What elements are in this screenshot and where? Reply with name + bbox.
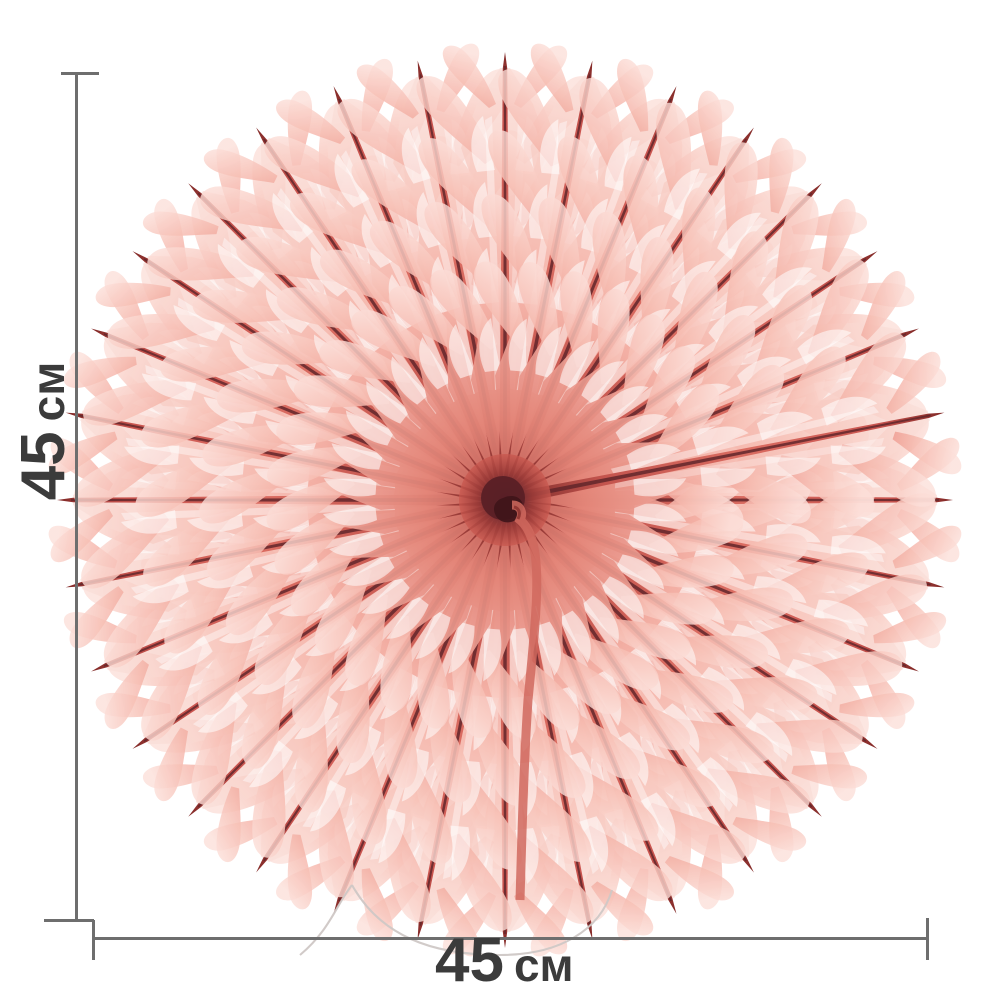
horizontal-dimension-cap-left [92,920,95,960]
vertical-dimension-value: 45 [9,431,78,501]
vertical-dimension-cap-top [61,72,99,75]
vertical-dimension-unit: см [22,361,74,422]
horizontal-dimension-value: 45 [435,926,504,995]
vertical-dimension-line [75,73,78,921]
vertical-dimension-label: 45 см [9,351,78,511]
hanging-string [299,884,614,957]
snowflake-center-hub [459,454,551,901]
horizontal-dimension-label: 45 см [435,930,574,992]
horizontal-dimension-unit: см [513,939,574,991]
vertical-dimension-cap-bottom [44,919,94,922]
horizontal-dimension-cap-right [926,918,929,960]
horizontal-dimension-line [93,937,929,940]
